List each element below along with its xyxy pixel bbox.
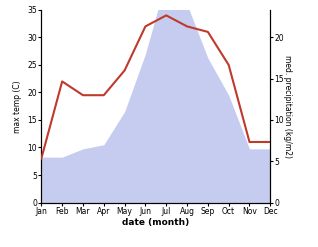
Y-axis label: max temp (C): max temp (C) bbox=[13, 80, 22, 133]
X-axis label: date (month): date (month) bbox=[122, 219, 190, 227]
Y-axis label: med. precipitation (kg/m2): med. precipitation (kg/m2) bbox=[283, 55, 293, 158]
